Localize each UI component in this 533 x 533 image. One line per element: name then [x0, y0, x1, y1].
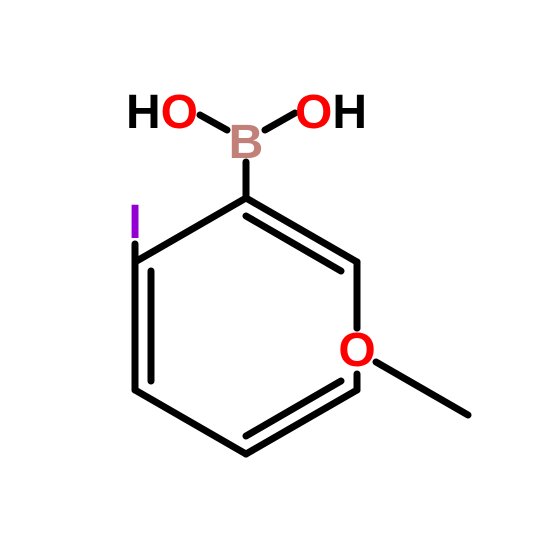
atom-hydroxyl-right: OH [295, 89, 367, 137]
molecule-bonds [0, 0, 533, 533]
atom-hydrogen-left: H [126, 86, 161, 139]
atom-oxygen-methoxy-label: O [338, 324, 375, 377]
atom-oxygen-left: O [161, 86, 198, 139]
atom-oxygen-right: O [295, 86, 332, 139]
atom-boron: B [229, 119, 264, 167]
atom-hydrogen-right: H [332, 86, 367, 139]
atom-boron-label: B [229, 116, 264, 169]
atom-hydroxyl-left: HO [126, 89, 198, 137]
atom-oxygen-methoxy: O [338, 327, 375, 375]
atom-iodine-label: I [128, 196, 141, 249]
atom-iodine: I [128, 199, 141, 247]
